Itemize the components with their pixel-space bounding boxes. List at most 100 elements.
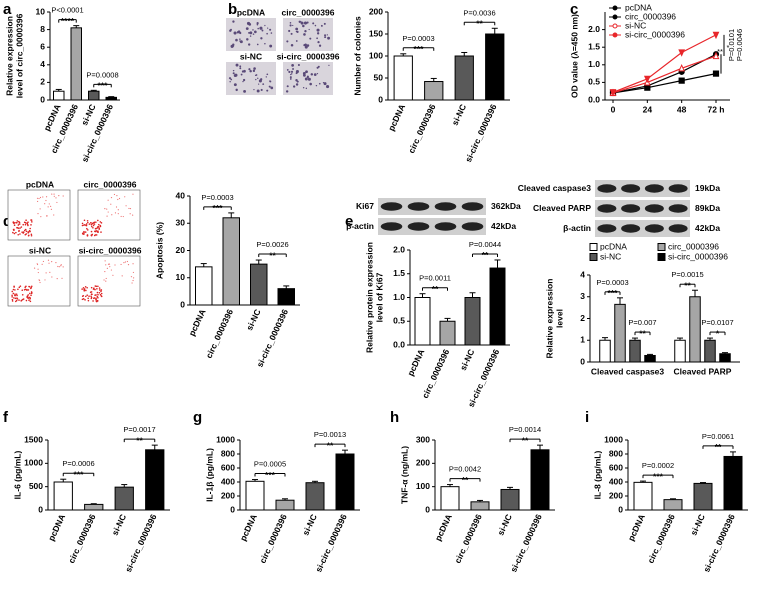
bar xyxy=(53,481,73,511)
p-value: P=0.0003 xyxy=(201,193,233,202)
flow-dot xyxy=(81,222,84,225)
colony xyxy=(291,73,293,75)
y-axis-label: level of Ki67 xyxy=(374,272,384,322)
panel-letter: b xyxy=(228,1,237,18)
colony xyxy=(230,78,233,81)
flow-dot xyxy=(13,229,15,231)
flow-dot xyxy=(47,206,49,208)
colony xyxy=(320,24,323,27)
flow-dot xyxy=(16,220,19,222)
flow-dot xyxy=(86,219,89,222)
blot-band xyxy=(380,222,403,231)
flow-dot xyxy=(36,263,39,266)
y-tick-label: 500 xyxy=(29,481,43,491)
bar xyxy=(674,339,686,363)
flow-dot xyxy=(45,199,47,202)
flow-dot xyxy=(121,275,123,277)
flow-dot xyxy=(46,215,48,217)
x-tick-label: 48 xyxy=(677,104,687,114)
flow-dot xyxy=(95,221,97,223)
y-axis-label: level of circ_0000396 xyxy=(14,13,24,98)
y-tick-label: 400 xyxy=(221,476,235,486)
flow-dot xyxy=(94,230,97,233)
colony xyxy=(269,80,271,82)
colony xyxy=(246,38,249,41)
colony xyxy=(309,37,312,40)
legend-label: pcDNA xyxy=(625,2,652,12)
colony xyxy=(257,27,259,30)
flow-dot xyxy=(132,271,135,274)
flow-dot xyxy=(120,263,122,266)
colony xyxy=(266,32,268,35)
flow-dot xyxy=(48,262,50,264)
flow-dot xyxy=(112,274,114,276)
flow-dot xyxy=(90,222,92,224)
y-tick-label: 1000 xyxy=(604,434,623,444)
x-tick-label: circ_0000396 xyxy=(406,102,438,154)
flow-dot xyxy=(39,281,41,284)
flow-dot xyxy=(97,285,99,288)
flow-dot xyxy=(86,286,88,289)
flow-dot xyxy=(90,225,93,228)
colony xyxy=(306,75,310,79)
flow-dot xyxy=(88,223,91,225)
flow-dot xyxy=(27,232,29,234)
flow-dot xyxy=(92,224,95,227)
colony xyxy=(270,86,274,90)
flow-dot xyxy=(87,297,89,300)
y-tick-label: 1.0 xyxy=(588,59,600,69)
flow-dot xyxy=(96,230,99,233)
colony xyxy=(300,21,304,25)
p-value: P=0.0026 xyxy=(256,240,288,249)
series-line xyxy=(612,55,717,94)
flow-dot xyxy=(95,234,98,236)
flow-dot xyxy=(90,286,93,289)
colony xyxy=(318,44,322,47)
colony xyxy=(235,38,238,42)
bar xyxy=(454,55,474,101)
sig-stars: ** xyxy=(522,435,529,445)
flow-dot xyxy=(57,265,59,268)
flow-dot xyxy=(21,231,23,233)
legend-label: si-circ_0000396 xyxy=(625,29,685,39)
flow-dot xyxy=(85,289,87,292)
panel-letter: h xyxy=(390,409,399,426)
colony xyxy=(307,77,311,81)
colony xyxy=(303,33,306,36)
y-axis-label: IL-1β (pg/mL) xyxy=(204,448,214,502)
legend-label: pcDNA xyxy=(600,241,627,251)
flow-dot xyxy=(100,289,103,291)
flow-dot xyxy=(124,261,127,263)
y-tick-label: 800 xyxy=(609,448,623,458)
flow-dot xyxy=(108,263,111,265)
colony xyxy=(304,30,307,33)
flow-dot xyxy=(55,262,57,264)
colony xyxy=(309,82,312,86)
y-tick-label: 200 xyxy=(416,458,430,468)
flow-dot xyxy=(81,298,84,301)
colony xyxy=(316,28,320,32)
flow-dot xyxy=(94,288,96,291)
flow-plot xyxy=(7,189,71,241)
colony xyxy=(303,21,308,25)
colony xyxy=(242,78,246,82)
colony xyxy=(290,44,294,47)
colony xyxy=(295,27,299,31)
flow-dot xyxy=(27,297,29,299)
blot-label: Cleaved caspase3 xyxy=(518,183,592,193)
flow-dot xyxy=(117,198,119,201)
x-tick-label: pcDNA xyxy=(433,513,454,543)
colony xyxy=(290,73,292,76)
bar xyxy=(629,339,641,363)
bar xyxy=(88,90,100,101)
flow-dot xyxy=(91,222,94,225)
flow-dot xyxy=(84,231,87,233)
flow-dot xyxy=(100,292,103,295)
flow-dot xyxy=(97,293,99,296)
panel-letter: i xyxy=(585,409,589,426)
flow-dot xyxy=(123,262,125,264)
colony xyxy=(316,37,318,40)
bar xyxy=(245,480,265,511)
bar xyxy=(250,263,268,306)
